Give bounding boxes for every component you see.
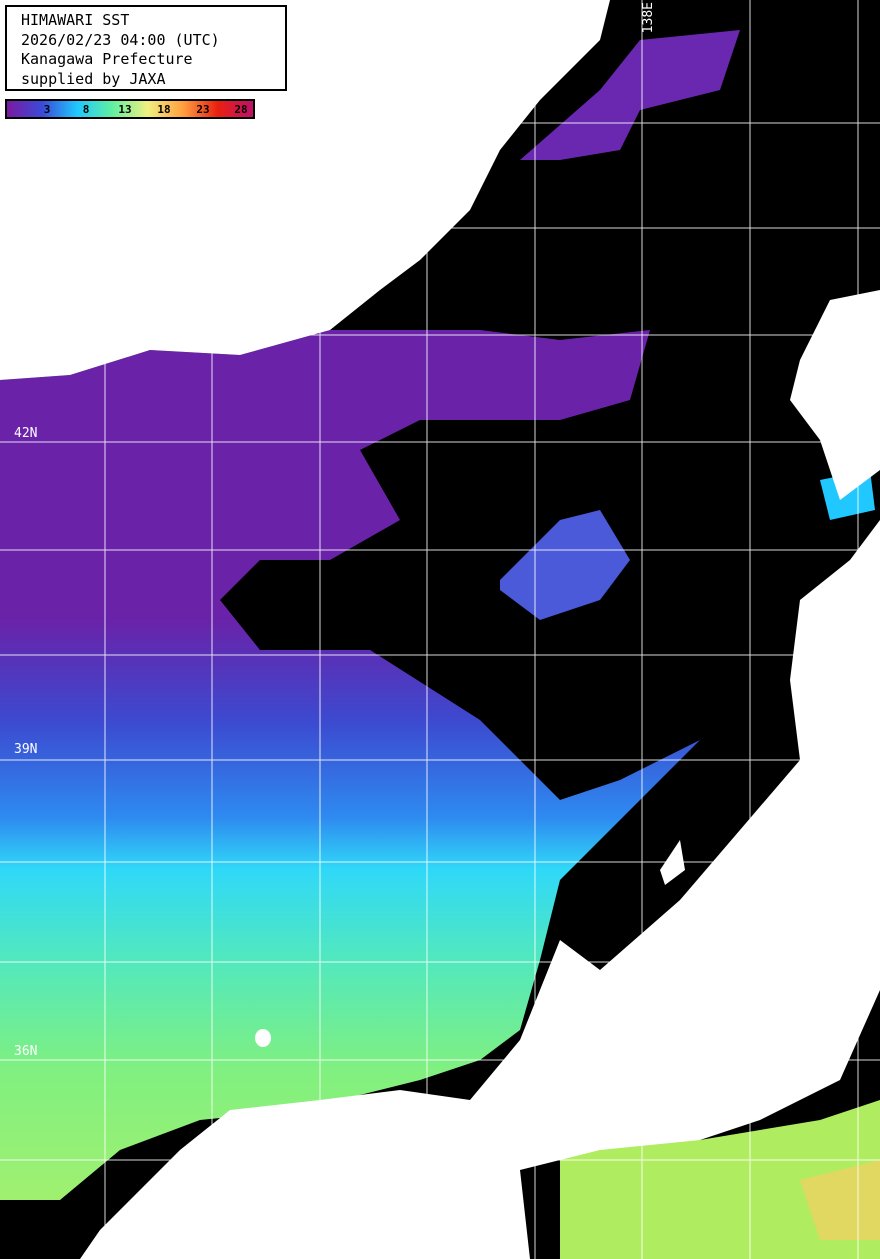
colorbar-tick: 13 <box>118 103 132 116</box>
lon-label-138e: 138E <box>641 2 656 34</box>
datetime: 2026/02/23 04:00 (UTC) <box>21 30 220 49</box>
land-hokkaido <box>790 290 880 500</box>
info-box: HIMAWARI SST 2026/02/23 04:00 (UTC) Kana… <box>5 5 287 91</box>
sst-patch-south <box>560 1100 880 1259</box>
sst-patch-north <box>520 30 740 160</box>
lat-label-39n: 39N <box>14 742 38 757</box>
colorbar-tick: 18 <box>157 103 171 116</box>
color-scale-bar: 3 8 13 18 23 28 <box>5 99 255 119</box>
land-honshu <box>80 520 880 1259</box>
land-islet <box>255 1029 271 1047</box>
sst-patch-warm <box>800 1160 880 1240</box>
land-continent <box>0 0 610 380</box>
colorbar-tick: 8 <box>82 103 90 116</box>
sst-field-west <box>0 330 700 1200</box>
title: HIMAWARI SST <box>21 11 130 29</box>
sst-patch-mid <box>500 510 630 620</box>
producer: Kanagawa Prefecture <box>21 50 193 68</box>
credit: supplied by JAXA <box>21 69 166 88</box>
colorbar-tick: 23 <box>196 103 210 116</box>
colorbar-tick: 3 <box>43 103 51 116</box>
lat-label-36n: 36N <box>14 1044 38 1059</box>
colorbar-tick: 28 <box>234 103 248 116</box>
lat-label-42n: 42N <box>14 426 38 441</box>
